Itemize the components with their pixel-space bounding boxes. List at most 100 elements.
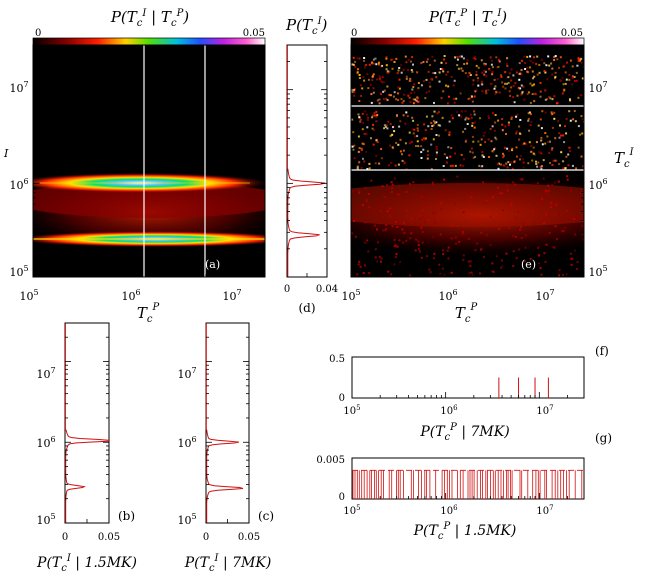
panel-e-speckle-dot xyxy=(526,66,529,69)
panel-e-speckle-dot xyxy=(446,102,449,105)
panel-e-speckle-dot xyxy=(511,147,514,150)
panel-e-speckle-dot xyxy=(432,138,435,141)
panel-e-speckle-dot xyxy=(357,135,360,138)
panel-e-speckle-dot xyxy=(384,126,387,128)
panel-e-speckle-dot xyxy=(418,100,421,103)
panel-e-speckle-dot xyxy=(489,215,492,218)
panel-e-speckle-dot xyxy=(368,63,371,66)
panel-e-speckle-dot xyxy=(373,224,376,227)
panel-e-speckle-dot xyxy=(463,158,466,161)
panel-e-speckle-dot xyxy=(553,246,556,249)
panel-e-speckle-dot xyxy=(392,95,395,98)
panel-e-speckle-dot xyxy=(527,119,530,122)
panel-e-speckle-dot xyxy=(507,161,510,164)
panel-e-speckle-dot xyxy=(374,162,377,165)
panel-e-speckle-dot xyxy=(563,65,566,68)
panel-e-speckle-dot xyxy=(506,189,509,192)
panel-e-speckle-dot xyxy=(461,69,464,72)
panel-e-speckle-dot xyxy=(528,111,531,114)
panel-e-speckle-dot xyxy=(533,56,536,59)
panel-b-ytick-1e6: 106 xyxy=(36,435,55,450)
panel-e-speckle-dot xyxy=(377,63,380,66)
panel-e-speckle-dot xyxy=(445,62,447,65)
panel-e-speckle-dot xyxy=(545,64,548,67)
panel-d-title: P(TcI) xyxy=(285,16,328,37)
panel-e-speckle-dot xyxy=(544,98,547,101)
panel-e-speckle-dot xyxy=(467,117,470,120)
panel-e-speckle-dot xyxy=(569,59,572,62)
panel-e-speckle-dot xyxy=(456,111,459,114)
panel-e-speckle-dot xyxy=(401,101,404,104)
panel-e-speckle-dot xyxy=(456,64,459,67)
panel-e-speckle-dot xyxy=(366,113,369,116)
panel-e-speckle-dot xyxy=(430,77,433,80)
panel-e-speckle-dot xyxy=(391,67,394,70)
panel-e-speckle-dot xyxy=(426,157,429,160)
panel-e-speckle-dot xyxy=(507,81,510,84)
panel-e-speckle-dot xyxy=(545,190,548,193)
panel-e-speckle-dot xyxy=(516,113,519,116)
panel-f-frame xyxy=(351,356,585,399)
panel-e-speckle-dot xyxy=(367,87,370,90)
panel-e-speckle-dot xyxy=(439,68,442,70)
panel-e-speckle-dot xyxy=(442,90,445,93)
panel-e-speckle-dot xyxy=(519,228,522,231)
panel-e-speckle-dot xyxy=(506,57,509,60)
panel-e-speckle-dot xyxy=(517,86,520,89)
panel-e-speckle-dot xyxy=(519,119,522,121)
panel-e-speckle-dot xyxy=(520,237,523,239)
panel-e-speckle-dot xyxy=(364,241,367,244)
panel-e-speckle-dot xyxy=(426,255,429,258)
panel-e-speckle-dot xyxy=(400,71,403,74)
panel-e-speckle-dot xyxy=(574,80,576,82)
panel-e-speckle-dot xyxy=(481,83,484,86)
panel-e-speckle-dot xyxy=(412,132,415,135)
panel-e-speckle-dot xyxy=(558,163,561,166)
panel-e-speckle-dot xyxy=(512,74,515,77)
panel-e-speckle-dot xyxy=(379,92,382,94)
panel-e-speckle-dot xyxy=(581,224,584,227)
panel-e-speckle-dot xyxy=(378,162,381,165)
panel-e-speckle-dot xyxy=(512,181,515,184)
panel-e-speckle-dot xyxy=(540,139,543,142)
panel-e-speckle-dot xyxy=(421,195,424,198)
panel-e-speckle-dot xyxy=(505,63,508,66)
panel-e-speckle-dot xyxy=(523,55,526,58)
panel-e-speckle-dot xyxy=(378,77,381,80)
panel-e-speckle-dot xyxy=(433,252,436,255)
panel-e-speckle-dot xyxy=(469,204,471,207)
panel-e-speckle-dot xyxy=(387,120,390,123)
panel-e-speckle-dot xyxy=(570,191,573,193)
panel-e-speckle-dot xyxy=(564,82,567,85)
panel-e-speckle-dot xyxy=(363,79,366,82)
panel-e-speckle-dot xyxy=(411,56,414,59)
panel-e-speckle-dot xyxy=(502,154,505,157)
panel-e-speckle-dot xyxy=(375,154,378,157)
panel-e-speckle-dot xyxy=(408,142,411,145)
panel-e-speckle-dot xyxy=(412,86,415,89)
panel-e-speckle-dot xyxy=(391,58,394,61)
panel-e-speckle-dot xyxy=(471,122,474,125)
panel-e-speckle-dot xyxy=(508,150,510,152)
panel-e-speckle-dot xyxy=(362,143,365,146)
panel-e-speckle-dot xyxy=(397,193,400,196)
panel-e-speckle-dot xyxy=(363,59,365,62)
panel-e-speckle-dot xyxy=(518,248,521,251)
panel-e-speckle-dot xyxy=(374,114,376,117)
panel-e-speckle-dot xyxy=(533,202,536,205)
panel-e-speckle-dot xyxy=(422,148,425,151)
panel-e-speckle-dot xyxy=(443,153,446,156)
panel-e-speckle-dot xyxy=(566,178,569,181)
panel-g-ticks xyxy=(351,493,585,499)
panel-e-speckle-dot xyxy=(385,57,388,60)
panel-e-speckle-dot xyxy=(543,62,546,65)
panel-e-speckle-dot xyxy=(502,85,505,88)
panel-e-speckle-dot xyxy=(549,205,552,208)
panel-e-speckle-dot xyxy=(482,155,485,158)
panel-e-speckle-dot xyxy=(504,125,507,128)
panel-e-speckle-dot xyxy=(577,57,580,60)
panel-e-speckle-dot xyxy=(378,98,381,101)
panel-e-speckle-dot xyxy=(399,120,402,123)
panel-e-speckle-dot xyxy=(531,93,534,96)
